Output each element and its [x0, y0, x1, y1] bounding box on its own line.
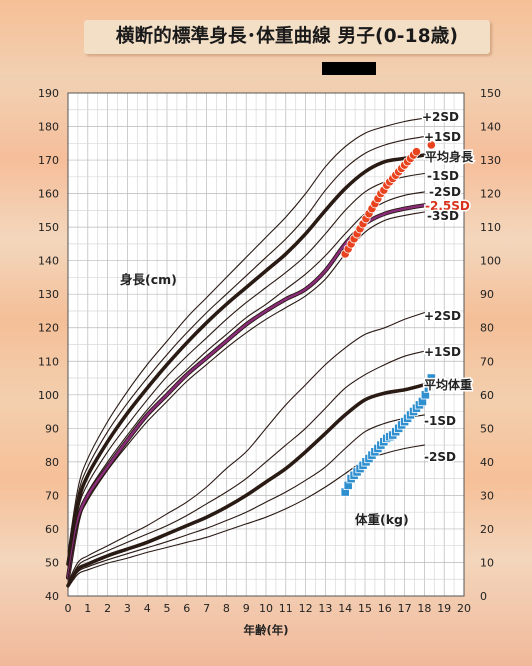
label-height-plus2sd: +2SD: [422, 110, 459, 124]
right-tick-label: 120: [480, 188, 501, 201]
height-curve--3sd: [67, 211, 425, 580]
label-mean-weight: 平均体重: [424, 377, 472, 392]
right-tick-label: 40: [480, 456, 494, 469]
x-tick-label: 20: [457, 602, 471, 615]
right-tick-label: 150: [480, 87, 501, 100]
curves: [65, 117, 427, 589]
right-tick-label: 30: [480, 489, 494, 502]
x-tick-label: 12: [299, 602, 313, 615]
left-tick-label: 170: [38, 154, 59, 167]
label-weight-minus1sd: -1SD: [424, 414, 456, 428]
x-tick-label: 16: [378, 602, 392, 615]
x-tick-label: 3: [124, 602, 131, 615]
left-tick-label: 190: [38, 87, 59, 100]
redaction-bar: [322, 62, 376, 75]
x-tick-label: 19: [437, 602, 451, 615]
grid-lines: [67, 92, 465, 597]
right-tick-label: 50: [480, 422, 494, 435]
right-tick-label: 110: [480, 221, 501, 234]
x-tick-label: 6: [183, 602, 190, 615]
height-curve--1sd: [67, 172, 425, 570]
x-tick-label: 14: [338, 602, 352, 615]
left-tick-label: 130: [38, 288, 59, 301]
right-tick-label: 0: [480, 590, 487, 603]
left-tick-label: 160: [38, 188, 59, 201]
label-weight-minus2sd: -2SD: [424, 450, 456, 464]
x-tick-label: 13: [318, 602, 332, 615]
x-tick-label: 0: [65, 602, 72, 615]
height-curve-mean: [66, 153, 427, 566]
axis-ticks: 4050607080901001101201301401501601701801…: [38, 87, 501, 615]
x-tick-label: 7: [203, 602, 210, 615]
weight-curve--2sd: [67, 312, 425, 584]
x-tick-label: 10: [259, 602, 273, 615]
left-tick-label: 80: [45, 456, 59, 469]
weight-curve-mean: [66, 382, 427, 588]
label-weight-plus2sd: +2SD: [424, 309, 461, 323]
plot-border: [67, 92, 465, 597]
chart-title: 横断的標準身長･体重曲線 男子(0-18歳): [84, 20, 490, 54]
left-tick-label: 150: [38, 221, 59, 234]
x-tick-label: 18: [417, 602, 431, 615]
right-tick-label: 130: [480, 154, 501, 167]
height-curve--2sd: [67, 117, 425, 553]
left-tick-label: 60: [45, 523, 59, 536]
left-tick-label: 140: [38, 255, 59, 268]
right-tick-label: 140: [480, 121, 501, 134]
right-tick-label: 90: [480, 288, 494, 301]
x-tick-label: 8: [223, 602, 230, 615]
right-tick-label: 80: [480, 322, 494, 335]
data-points: [340, 140, 436, 497]
x-tick-label: 2: [104, 602, 111, 615]
height-curve--1sd: [67, 136, 425, 558]
label-height-minus2sd: -2SD: [429, 185, 461, 199]
weight-axis-label: 体重(kg): [355, 512, 409, 527]
right-tick-label: 100: [480, 255, 501, 268]
label-height-minus1sd: -1SD: [427, 169, 459, 183]
height-point: [426, 140, 436, 150]
weight-curve--1sd: [67, 350, 425, 585]
label-height-plus1sd: +1SD: [424, 130, 461, 144]
x-axis-label: 年齢(年): [243, 623, 288, 637]
weight-point: [426, 373, 436, 383]
weight-point: [423, 383, 433, 393]
weight-curve--1sd: [67, 414, 425, 588]
left-tick-label: 40: [45, 590, 59, 603]
label-weight-plus1sd: +1SD: [424, 345, 461, 359]
left-tick-label: 100: [38, 389, 59, 402]
curve-labels: +2SD+1SD平均身長-1SD-2SD-2.5SD-3SD+2SD+1SD平均…: [421, 109, 476, 466]
right-tick-label: 70: [480, 355, 494, 368]
right-tick-label: 60: [480, 389, 494, 402]
x-tick-label: 11: [279, 602, 293, 615]
x-tick-label: 17: [398, 602, 412, 615]
x-tick-label: 15: [358, 602, 372, 615]
x-tick-label: 4: [144, 602, 151, 615]
label-height-minus3sd: -3SD: [427, 209, 459, 223]
right-tick-label: 20: [480, 523, 494, 536]
left-tick-label: 90: [45, 422, 59, 435]
label-height-minus25sd: -2.5SD: [425, 199, 470, 213]
left-tick-label: 180: [38, 121, 59, 134]
label-mean-height: 平均身長: [425, 149, 474, 164]
right-tick-label: 10: [480, 556, 494, 569]
left-tick-label: 50: [45, 556, 59, 569]
left-tick-label: 110: [38, 355, 59, 368]
height-point: [411, 147, 422, 157]
left-tick-label: 120: [38, 322, 59, 335]
left-tick-label: 70: [45, 489, 59, 502]
height-axis-label: 身長(cm): [120, 272, 177, 287]
x-tick-label: 9: [243, 602, 250, 615]
x-tick-label: 5: [164, 602, 171, 615]
x-tick-label: 1: [84, 602, 91, 615]
